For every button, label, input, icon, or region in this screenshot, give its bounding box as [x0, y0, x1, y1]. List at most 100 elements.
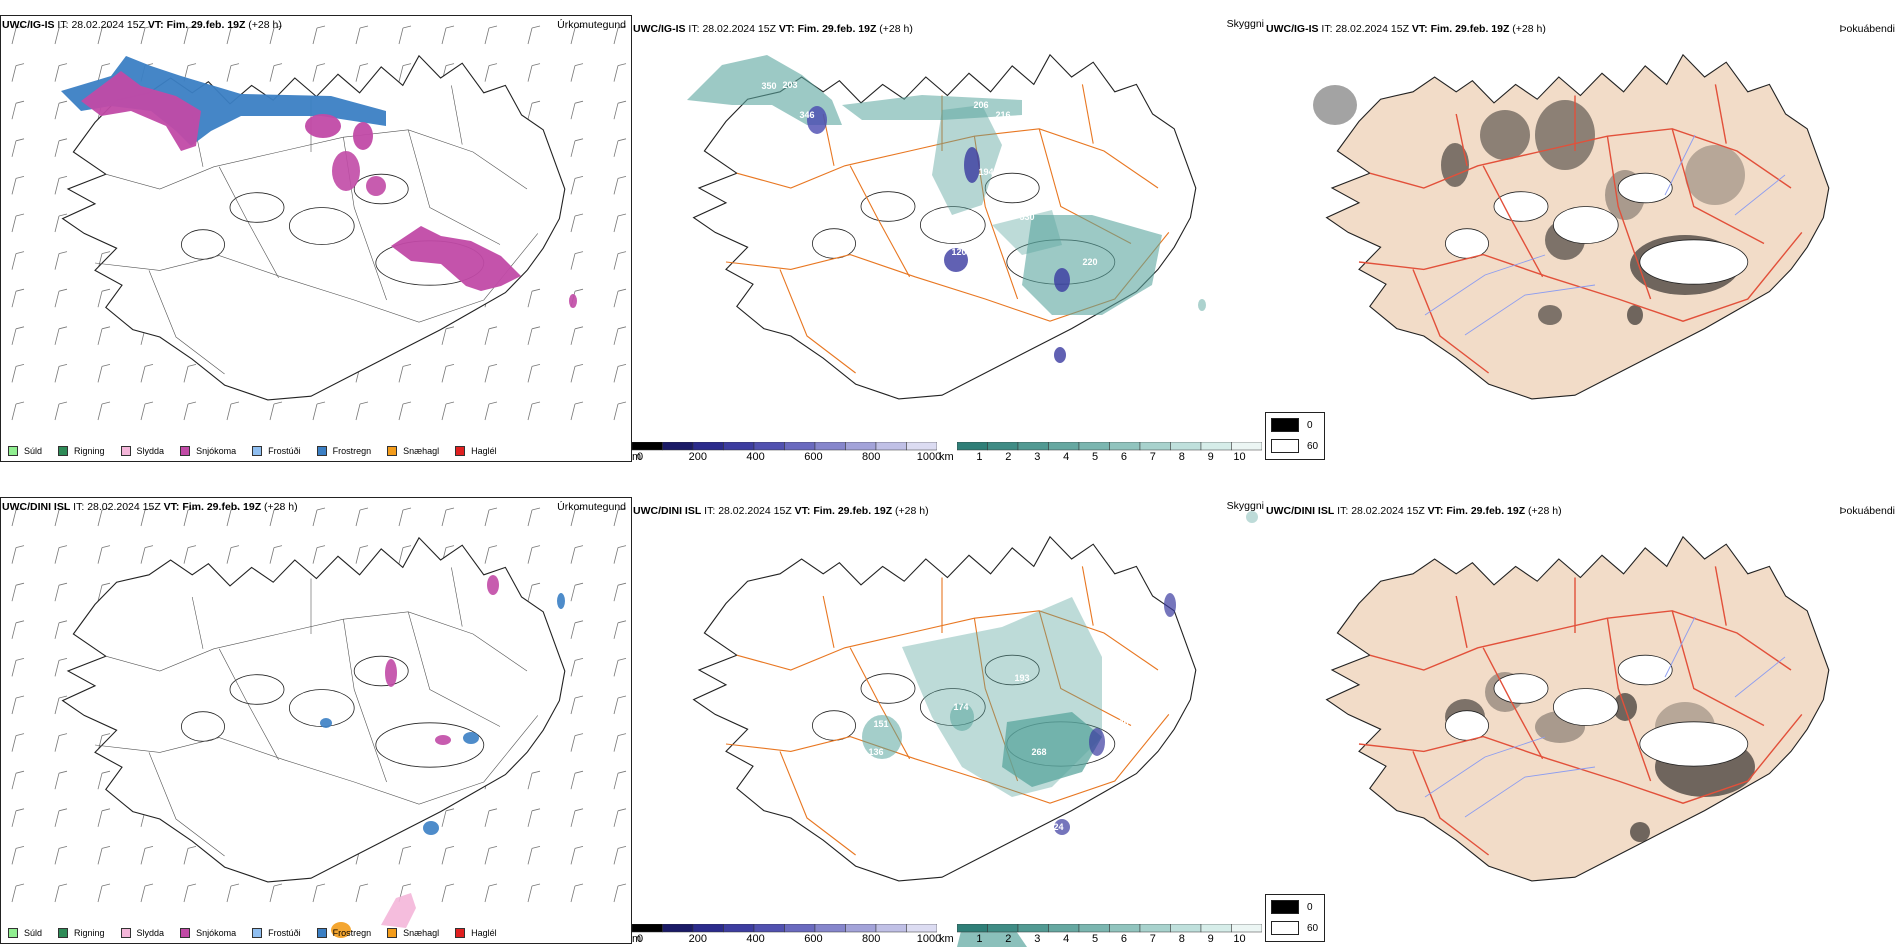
- scale_m-scale-colors: [632, 442, 937, 451]
- scale_m-tick: 800: [862, 451, 881, 463]
- visibility-value-label: 350: [761, 81, 776, 91]
- visibility-value-label: 174: [953, 702, 968, 712]
- vt-label: VT:: [163, 501, 180, 513]
- legend-item: Frostregn: [316, 446, 372, 456]
- visibility-value-label: 194: [978, 167, 993, 177]
- vt-value: Fim. 29.feb. 19Z: [813, 505, 893, 517]
- model-name: UWC/DINI ISL: [2, 501, 71, 513]
- visibility-value-label: 151: [873, 719, 888, 729]
- legend-label: Frostregn: [332, 446, 372, 456]
- scale_km-tick: 1: [976, 933, 983, 945]
- legend-item: Slydda: [120, 928, 164, 938]
- precip-legend: Súld Rigning Slydda Snjókoma Frostúði Frostre…: [8, 928, 513, 938]
- scale_m-scale-unit: m: [632, 933, 642, 945]
- visibility-value-label: 124: [1048, 822, 1063, 832]
- scale_km-tick: 8: [1178, 451, 1185, 463]
- scale_km-tick: 7: [1149, 451, 1156, 463]
- fog-key-label: 0: [1307, 419, 1313, 431]
- it-label: IT:: [704, 505, 716, 517]
- model-name: UWC/DINI ISL: [633, 505, 702, 517]
- precip-map: [11, 507, 627, 938]
- fog-panel-label: Þokuábendi: [1839, 505, 1895, 517]
- legend-swatch: [8, 928, 18, 938]
- scale_km-tick: 3: [1034, 451, 1041, 463]
- fog-key-swatch: [1271, 921, 1299, 935]
- it-value: 28.02.2024 15Z: [1335, 23, 1409, 35]
- visibility-panel: 350 203 346 206 216 194 530 220 120 UWC/IG-IS IT:…: [632, 15, 1264, 465]
- lead-time: (+28 h): [1512, 23, 1546, 35]
- fog-panel: UWC/IG-IS IT: 28.02.2024 15Z VT: Fim. 29…: [1265, 15, 1900, 445]
- legend-swatch: [252, 928, 263, 938]
- model-name: UWC/IG-IS: [1266, 23, 1319, 35]
- legend-swatch: [58, 446, 69, 456]
- visibility-panel: 151 136 174 193 268 160 185 124 UWC/DINI ISL IT:…: [632, 497, 1264, 947]
- legend-swatch: [180, 928, 191, 938]
- visibility-value-label: 193: [1014, 673, 1029, 683]
- scale_km-scale-colors: [957, 442, 1262, 451]
- fog-map: [1325, 535, 1830, 882]
- legend-label: Snæhagl: [403, 928, 440, 938]
- scale_km-tick: 9: [1207, 451, 1214, 463]
- vt-value: Fim. 29.feb. 19Z: [1430, 23, 1510, 35]
- legend-swatch: [252, 446, 263, 456]
- scale_km-tick: 2: [1005, 933, 1012, 945]
- legend-label: Snæhagl: [403, 446, 440, 456]
- it-label: IT:: [73, 501, 85, 513]
- fog-key-row: 0: [1271, 418, 1313, 432]
- scale_km-tick: 10: [1233, 451, 1246, 463]
- legend-swatch: [316, 446, 327, 456]
- legend-label: Snjókoma: [196, 446, 237, 456]
- legend-label: Frostúði: [268, 928, 301, 938]
- visibility-value-label: 206: [973, 100, 988, 110]
- vt-label: VT:: [794, 505, 811, 517]
- legend-item: Snæhagl: [387, 446, 439, 456]
- scale_m-tick: 0: [636, 451, 644, 463]
- precip-map: [11, 25, 627, 421]
- precip-panel-title: UWC/IG-IS IT: 28.02.2024 15Z VT: Fim. 29…: [2, 19, 282, 31]
- scale_m-tick: 800: [862, 933, 881, 945]
- visibility-value-label: 268: [1031, 747, 1046, 757]
- legend-item: Haglél: [455, 928, 497, 938]
- scale_km-tick: 2: [1005, 451, 1012, 463]
- legend-item: Slydda: [120, 446, 165, 456]
- it-label: IT:: [1337, 505, 1349, 517]
- lead-time: (+28 h): [895, 505, 929, 517]
- fog-key-row: 60: [1271, 439, 1318, 453]
- scale_km-tick: 9: [1207, 933, 1214, 945]
- precip-type-panel: UWC/DINI ISL IT: 28.02.2024 15Z VT: Fim.…: [0, 497, 632, 944]
- visibility-value-label: 530: [1019, 212, 1034, 222]
- fog-map: [1313, 53, 1830, 400]
- scale_km-tick: 1: [976, 451, 983, 463]
- legend-swatch: [387, 446, 398, 456]
- visibility-value-label: 160: [1112, 748, 1127, 758]
- vt-value: Fim. 29.feb. 19Z: [797, 23, 877, 35]
- visibility-map: 350 203 346 206 216 194 530 220 120: [687, 53, 1206, 400]
- legend-label: Haglél: [471, 446, 497, 456]
- legend-label: Slydda: [136, 446, 165, 456]
- legend-item: Frostregn: [316, 928, 371, 938]
- legend-item: Snjókoma: [180, 928, 236, 938]
- fog-key-label: 0: [1307, 901, 1313, 913]
- legend-swatch: [387, 928, 398, 938]
- fog-key: 0 60: [1265, 412, 1325, 460]
- it-label: IT:: [1321, 23, 1333, 35]
- legend-label: Frostúði: [268, 446, 301, 456]
- scale_m-tick: 1000: [916, 451, 942, 463]
- scale_km-scale-unit: km: [939, 451, 954, 463]
- precip-type-panel: UWC/IG-IS IT: 28.02.2024 15Z VT: Fim. 29…: [0, 15, 632, 462]
- legend-swatch: [455, 446, 466, 456]
- scale_km-tick: 4: [1063, 451, 1070, 463]
- fog-panel: UWC/DINI ISL IT: 28.02.2024 15Z VT: Fim.…: [1265, 497, 1900, 927]
- legend-item: Frostúði: [252, 928, 301, 938]
- legend-item: Snjókoma: [180, 446, 236, 456]
- scale_m-tick: 0: [636, 933, 644, 945]
- scale_km-tick: 4: [1063, 933, 1070, 945]
- legend-label: Rigning: [74, 446, 105, 456]
- fog-key: 0 60: [1265, 894, 1325, 942]
- fog-key-swatch: [1271, 418, 1299, 432]
- fog-key-swatch: [1271, 439, 1299, 453]
- visibility-value-label: 220: [1082, 257, 1097, 267]
- scale_km-scale: km 1 2 3 4 5 6 7 8 9 10: [939, 442, 1262, 464]
- scale_m-tick: 600: [804, 451, 823, 463]
